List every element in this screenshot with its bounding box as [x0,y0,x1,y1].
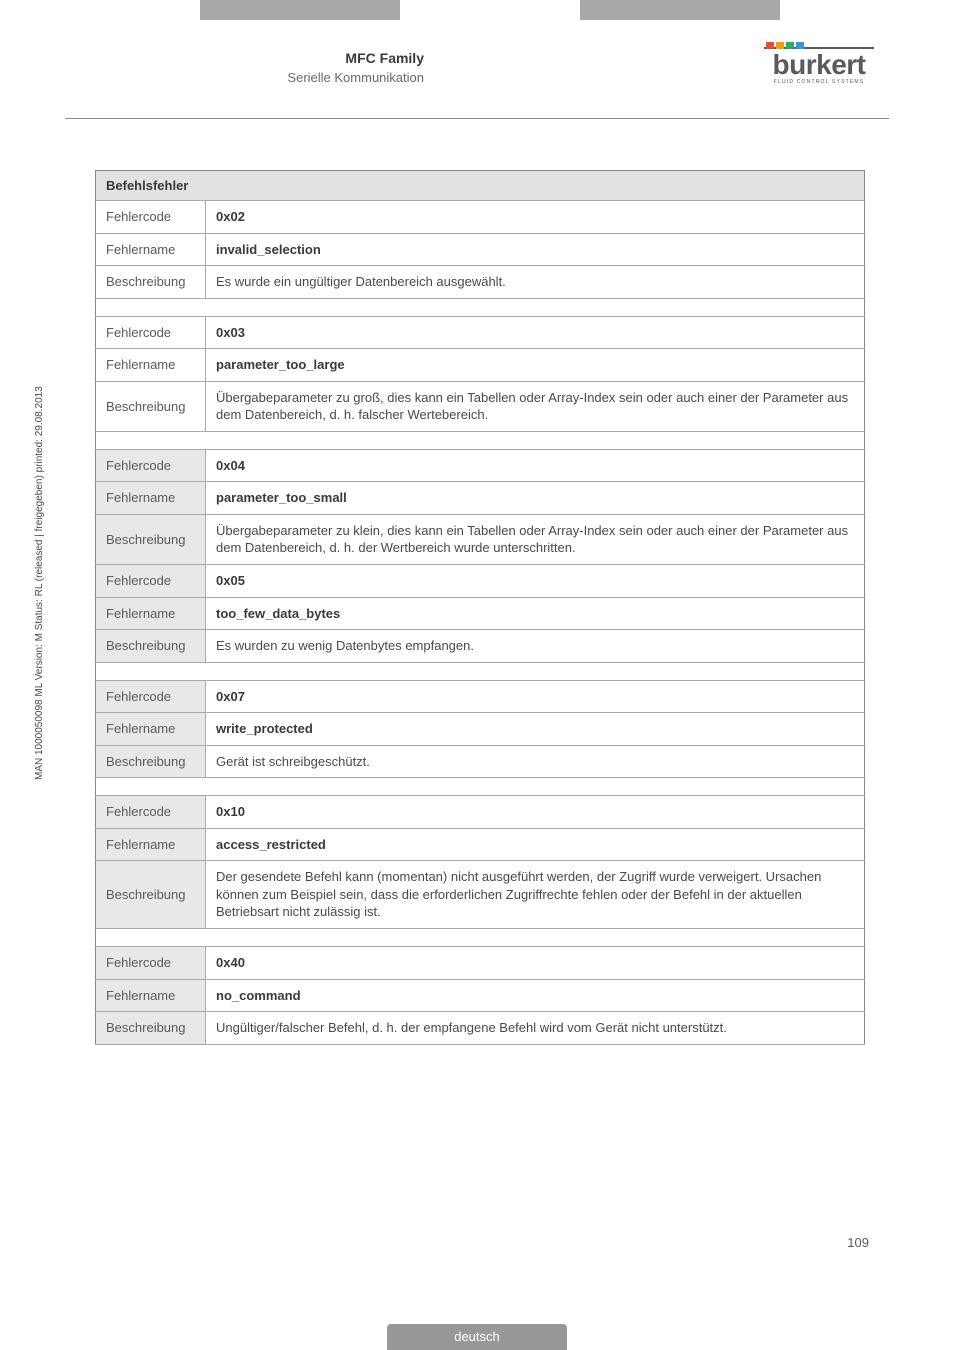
document-subtitle: Serielle Kommunikation [80,70,424,85]
label-code: Fehlercode [96,680,206,713]
footer-language-tab: deutsch [387,1324,567,1350]
label-name: Fehlername [96,233,206,266]
label-name: Fehlername [96,349,206,382]
label-desc: Beschreibung [96,861,206,929]
table-spacer [96,298,865,316]
error-desc: Ungültiger/falscher Befehl, d. h. der em… [206,1012,865,1045]
label-desc: Beschreibung [96,266,206,299]
label-name: Fehlername [96,713,206,746]
label-desc: Beschreibung [96,630,206,663]
label-code: Fehlercode [96,565,206,598]
error-desc: Es wurde ein ungültiger Datenbereich aus… [206,266,865,299]
error-table: Befehlsfehler Fehlercode0x02Fehlernamein… [95,170,865,1045]
error-name: no_command [206,979,865,1012]
error-name: invalid_selection [206,233,865,266]
label-name: Fehlername [96,482,206,515]
logo-text: burkert [764,49,874,81]
error-name: parameter_too_small [206,482,865,515]
main-content: Befehlsfehler Fehlercode0x02Fehlernamein… [95,170,865,1045]
page-header: MFC Family Serielle Kommunikation burker… [0,40,954,97]
label-code: Fehlercode [96,316,206,349]
error-code: 0x02 [206,201,865,234]
error-code: 0x04 [206,449,865,482]
label-code: Fehlercode [96,796,206,829]
error-name: access_restricted [206,828,865,861]
error-desc: Es wurden zu wenig Datenbytes empfangen. [206,630,865,663]
error-name: write_protected [206,713,865,746]
error-code: 0x40 [206,947,865,980]
table-spacer [96,929,865,947]
side-metadata-text: MAN 1000050098 ML Version: M Status: RL … [34,386,45,780]
top-tab-strip [0,0,954,20]
error-code: 0x05 [206,565,865,598]
label-name: Fehlername [96,979,206,1012]
top-tab-block [200,0,400,20]
table-spacer [96,431,865,449]
error-desc: Der gesendete Befehl kann (momentan) nic… [206,861,865,929]
brand-logo: burkert FLUID CONTROL SYSTEMS [764,42,874,85]
logo-subtitle: FLUID CONTROL SYSTEMS [764,79,874,85]
table-spacer [96,778,865,796]
label-desc: Beschreibung [96,514,206,564]
header-divider [65,118,889,119]
label-desc: Beschreibung [96,1012,206,1045]
label-desc: Beschreibung [96,381,206,431]
error-name: too_few_data_bytes [206,597,865,630]
label-code: Fehlercode [96,201,206,234]
error-desc: Übergabeparameter zu groß, dies kann ein… [206,381,865,431]
label-code: Fehlercode [96,449,206,482]
page-number: 109 [847,1235,869,1250]
label-desc: Beschreibung [96,745,206,778]
error-desc: Übergabeparameter zu klein, dies kann ei… [206,514,865,564]
top-tab-block [580,0,780,20]
error-code: 0x10 [206,796,865,829]
label-code: Fehlercode [96,947,206,980]
table-header: Befehlsfehler [96,171,865,201]
label-name: Fehlername [96,828,206,861]
error-code: 0x07 [206,680,865,713]
error-name: parameter_too_large [206,349,865,382]
label-name: Fehlername [96,597,206,630]
error-code: 0x03 [206,316,865,349]
table-spacer [96,662,865,680]
error-desc: Gerät ist schreibgeschützt. [206,745,865,778]
document-title: MFC Family [80,50,424,66]
